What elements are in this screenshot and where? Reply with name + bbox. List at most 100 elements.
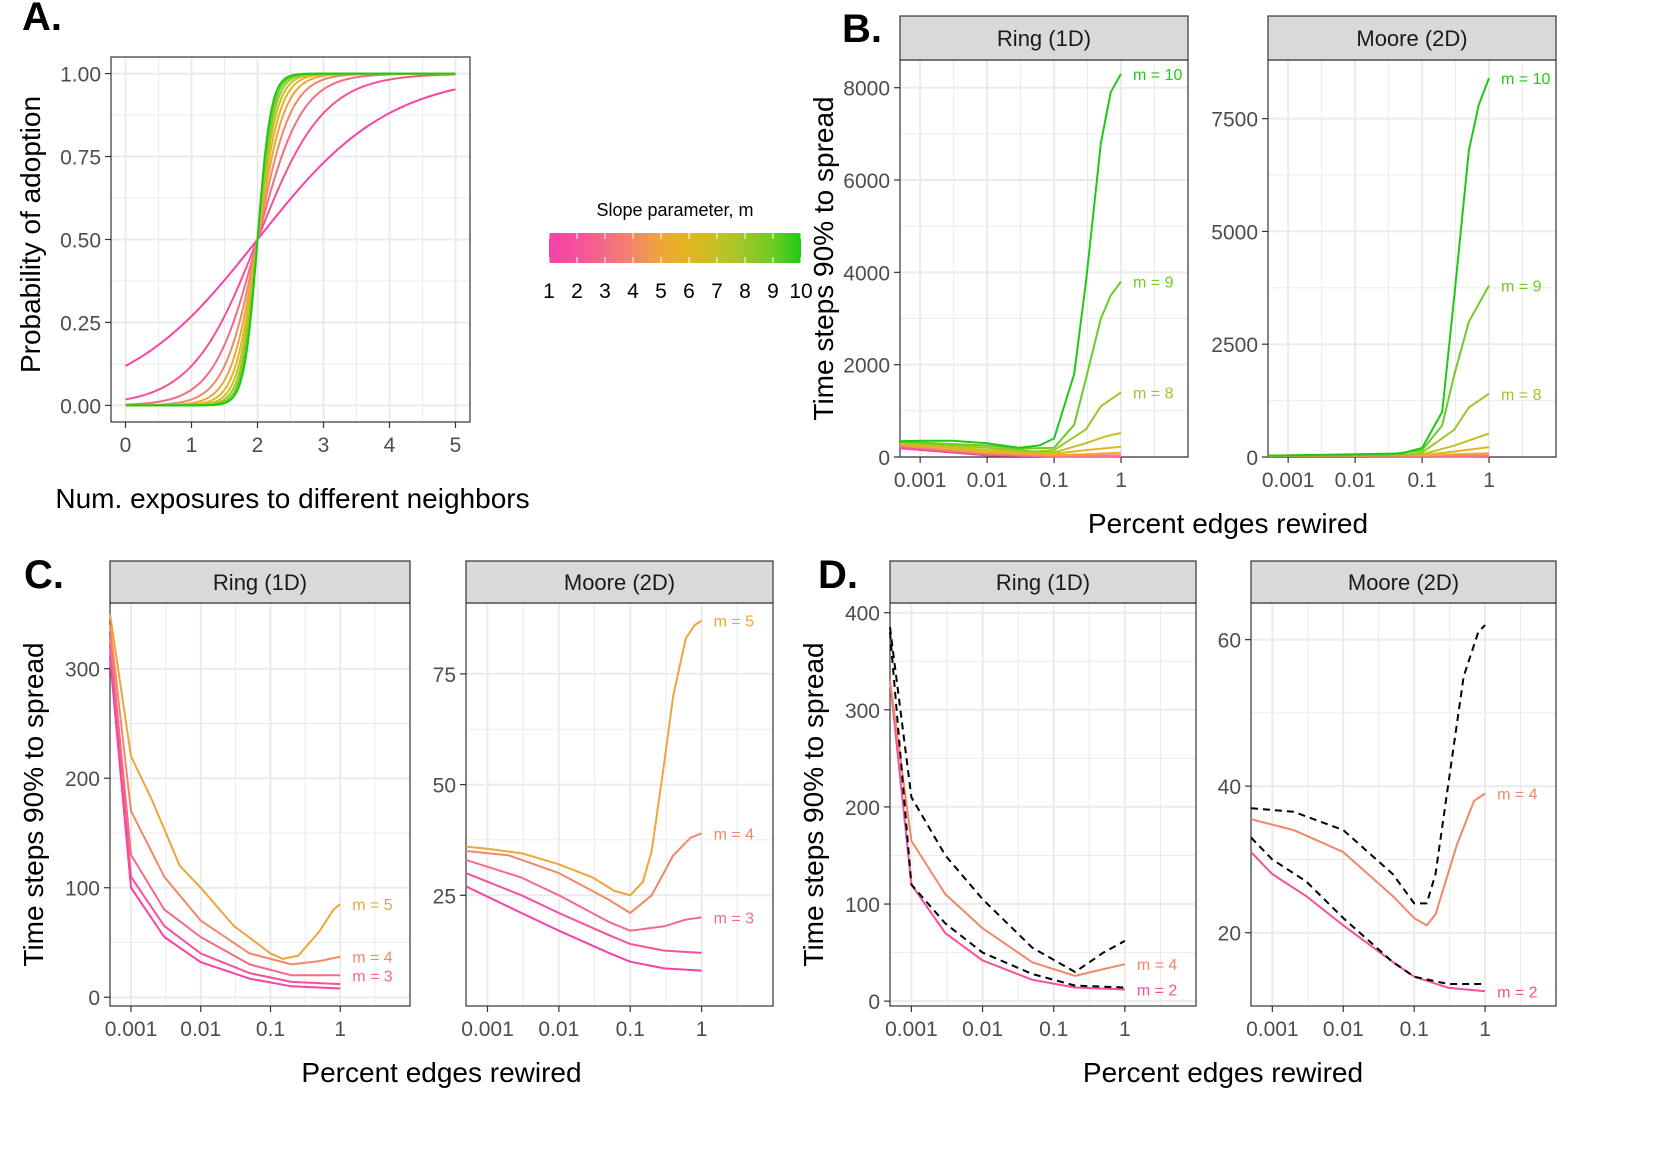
x-axis-title: Percent edges rewired <box>301 1057 581 1088</box>
series-line-m3 <box>109 635 341 977</box>
x-tick-label: 0.001 <box>105 1018 158 1041</box>
series-label: m = 4 <box>352 950 393 967</box>
series-line-m9 <box>1267 285 1490 457</box>
legend-label: 3 <box>599 280 611 303</box>
legend-label: 5 <box>655 280 667 303</box>
x-axis-title: Percent edges rewired <box>1083 1057 1363 1088</box>
y-axis-title: Probability of adoption <box>15 96 46 373</box>
panel-letter: C. <box>24 553 64 597</box>
x-tick-label: 1 <box>696 1018 708 1041</box>
plot-background <box>1251 603 1556 1006</box>
facet-strip-label: Moore (2D) <box>1356 26 1467 51</box>
facet-strip <box>899 15 1189 61</box>
series-line-m4 <box>889 680 1126 977</box>
x-tick-label: 5 <box>450 434 462 457</box>
x-tick-label: 1 <box>334 1018 346 1041</box>
facet-strip-label: Moore (2D) <box>1348 570 1459 595</box>
x-tick-label: 0.01 <box>1323 1018 1364 1041</box>
y-tick-label: 0 <box>868 991 880 1014</box>
x-tick-label: 0.01 <box>180 1018 221 1041</box>
y-tick-label: 25 <box>433 885 456 908</box>
series-label: m = 10 <box>1501 71 1550 88</box>
y-tick-label: 20 <box>1218 923 1241 946</box>
x-tick-label: 1 <box>1119 1018 1131 1041</box>
series-label: m = 2 <box>1497 984 1538 1001</box>
series-label: m = 5 <box>352 897 393 914</box>
y-tick-label: 0.25 <box>60 312 101 335</box>
series-line-dashed-upper <box>889 627 1126 973</box>
y-tick-label: 6000 <box>843 170 890 193</box>
facet-d-1: Moore (2D) 0.001 0.01 0.1 1 20 40 60 m = 2 m = 4 <box>1218 560 1557 1041</box>
x-tick-label: 1 <box>1479 1018 1491 1041</box>
legend-label: 1 <box>543 280 555 303</box>
x-tick-label: 4 <box>384 434 396 457</box>
x-tick-label: 0.1 <box>1400 1018 1429 1041</box>
x-tick-label: 0.1 <box>1407 469 1436 492</box>
y-tick-label: 0.75 <box>60 147 101 170</box>
y-tick-label: 200 <box>845 797 880 820</box>
y-tick-label: 100 <box>65 878 100 901</box>
x-tick-label: 0 <box>120 434 132 457</box>
y-axis-title: Time steps 90% to spread <box>798 642 829 966</box>
panel-letter: B. <box>842 7 882 51</box>
x-tick-label: 3 <box>318 434 330 457</box>
legend-label: 9 <box>767 280 779 303</box>
series-line-m10 <box>1267 77 1490 457</box>
series-line-dashed-upper <box>1250 624 1486 905</box>
plot-background <box>1268 60 1556 457</box>
facet-strip-label: Ring (1D) <box>213 570 307 595</box>
y-tick-label: 60 <box>1218 630 1241 653</box>
y-tick-label: 8000 <box>843 78 890 101</box>
y-tick-label: 40 <box>1218 776 1241 799</box>
series-line-m2 <box>109 646 341 986</box>
x-tick-label: 0.1 <box>1039 1018 1068 1041</box>
y-tick-label: 200 <box>65 768 100 791</box>
series-line-m2 <box>1250 851 1486 993</box>
panel-letter: A. <box>22 0 62 39</box>
plot-background <box>110 603 410 1006</box>
series-line-m1 <box>109 657 341 990</box>
facet-b-0: Ring (1D) 0.001 0.01 0.1 1 0 2000 4000 6000 8000 m… <box>843 15 1189 492</box>
x-tick-label: 0.001 <box>1246 1018 1299 1041</box>
y-tick-label: 1.00 <box>60 64 101 87</box>
x-tick-label: 0.001 <box>461 1018 514 1041</box>
series-label: m = 3 <box>714 910 755 927</box>
facet-strip <box>1267 15 1557 61</box>
plot-background <box>890 603 1196 1006</box>
y-tick-label: 0.00 <box>60 395 101 418</box>
facet-b-1: Moore (2D) 0.001 0.01 0.1 1 0 2500 5000 7500 m = … <box>1211 15 1557 492</box>
series-label: m = 9 <box>1133 275 1174 292</box>
x-tick-label: 0.01 <box>1335 469 1376 492</box>
sigmoid-curve-m2 <box>125 73 456 401</box>
series-label: m = 10 <box>1133 67 1182 84</box>
legend-label: 2 <box>571 280 583 303</box>
y-tick-label: 4000 <box>843 262 890 285</box>
y-tick-label: 2500 <box>1211 334 1258 357</box>
facet-strip-label: Moore (2D) <box>564 570 675 595</box>
series-label: m = 8 <box>1133 385 1174 402</box>
series-label: m = 3 <box>352 968 393 985</box>
y-axis-title: Time steps 90% to spread <box>18 642 49 966</box>
y-tick-label: 0.50 <box>60 230 101 253</box>
x-tick-label: 1 <box>1115 469 1127 492</box>
x-tick-label: 1 <box>186 434 198 457</box>
y-tick-label: 7500 <box>1211 109 1258 132</box>
series-line-m5 <box>465 619 703 897</box>
series-label: m = 4 <box>1137 957 1178 974</box>
y-tick-label: 0 <box>878 447 890 470</box>
series-line-m6 <box>899 442 1122 455</box>
x-tick-label: 0.001 <box>894 469 947 492</box>
x-axis-title: Percent edges rewired <box>1088 508 1368 539</box>
plot-background <box>466 603 773 1006</box>
series-label: m = 4 <box>1497 787 1538 804</box>
facet-strip <box>109 560 411 604</box>
x-tick-label: 1 <box>1483 469 1495 492</box>
series-label: m = 8 <box>1501 387 1542 404</box>
y-tick-label: 300 <box>845 700 880 723</box>
series-label: m = 9 <box>1501 279 1542 296</box>
series-line-m4 <box>109 624 341 966</box>
facet-strip <box>465 560 774 604</box>
facet-strip-label: Ring (1D) <box>996 570 1090 595</box>
y-tick-label: 0 <box>88 987 100 1010</box>
